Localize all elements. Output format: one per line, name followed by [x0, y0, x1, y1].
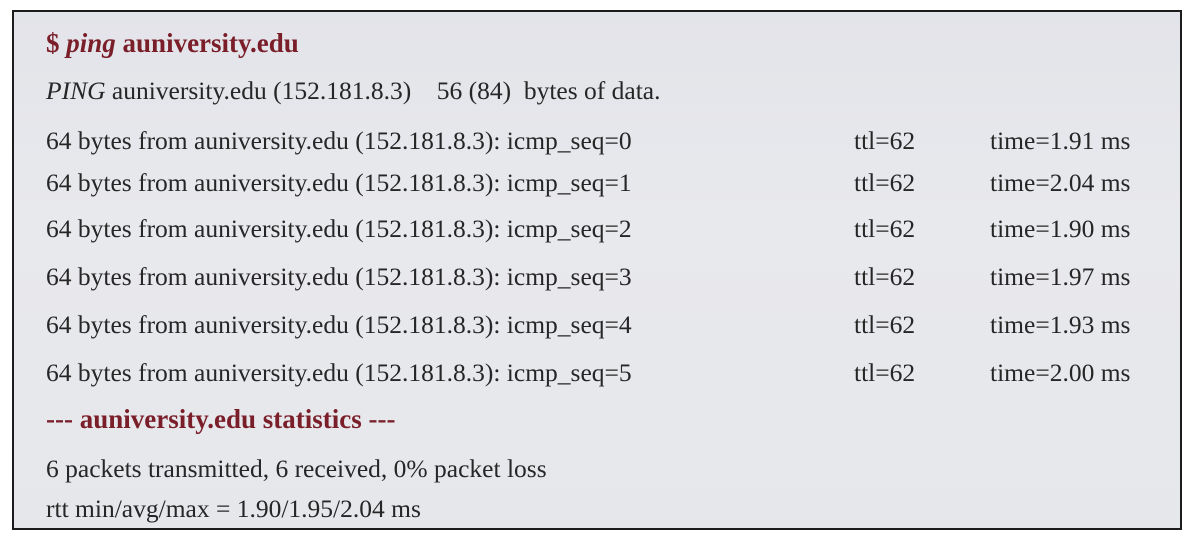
- ping-suffix: bytes of data.: [523, 76, 661, 105]
- reply-time: time=1.93 ms: [990, 310, 1131, 339]
- reply-ttl: ttl=62: [854, 358, 916, 387]
- command-name: ping: [66, 28, 116, 58]
- reply-prefix: 64 bytes from auniversity.edu (152.181.8…: [46, 168, 632, 197]
- statistics-heading: --- auniversity.edu statistics ---: [46, 404, 396, 434]
- reply-ttl: ttl=62: [854, 126, 916, 155]
- reply-ttl: ttl=62: [854, 168, 916, 197]
- reply-ttl: ttl=62: [854, 214, 916, 243]
- reply-prefix: 64 bytes from auniversity.edu (152.181.8…: [46, 262, 632, 291]
- ping-target: auniversity.edu (152.181.8.3): [111, 76, 412, 105]
- statistics-rtt: rtt min/avg/max = 1.90/1.95/2.04 ms: [46, 494, 421, 523]
- reply-prefix: 64 bytes from auniversity.edu (152.181.8…: [46, 310, 632, 339]
- reply-prefix: 64 bytes from auniversity.edu (152.181.8…: [46, 126, 632, 155]
- reply-time: time=1.91 ms: [990, 126, 1131, 155]
- ping-output-panel: $ ping auniversity.edu PING auniversity.…: [12, 10, 1182, 530]
- ping-header-line: PING auniversity.edu (152.181.8.3) 56 (8…: [46, 78, 660, 104]
- reply-time: time=2.00 ms: [990, 358, 1131, 387]
- ping-size: 56 (84): [436, 76, 512, 105]
- statistics-packets: 6 packets transmitted, 6 received, 0% pa…: [46, 454, 547, 483]
- command-line: $ ping auniversity.edu: [46, 30, 299, 57]
- reply-time: time=2.04 ms: [990, 168, 1131, 197]
- reply-ttl: ttl=62: [854, 262, 916, 291]
- command-prompt: $: [46, 28, 60, 58]
- reply-time: time=1.97 ms: [990, 262, 1131, 291]
- command-host: auniversity.edu: [122, 28, 299, 58]
- reply-prefix: 64 bytes from auniversity.edu (152.181.8…: [46, 358, 632, 387]
- ping-label: PING: [46, 76, 106, 105]
- reply-time: time=1.90 ms: [990, 214, 1131, 243]
- reply-ttl: ttl=62: [854, 310, 916, 339]
- reply-prefix: 64 bytes from auniversity.edu (152.181.8…: [46, 214, 632, 243]
